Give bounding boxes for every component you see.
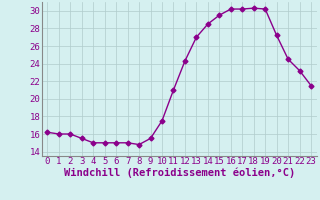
X-axis label: Windchill (Refroidissement éolien,°C): Windchill (Refroidissement éolien,°C): [64, 168, 295, 178]
